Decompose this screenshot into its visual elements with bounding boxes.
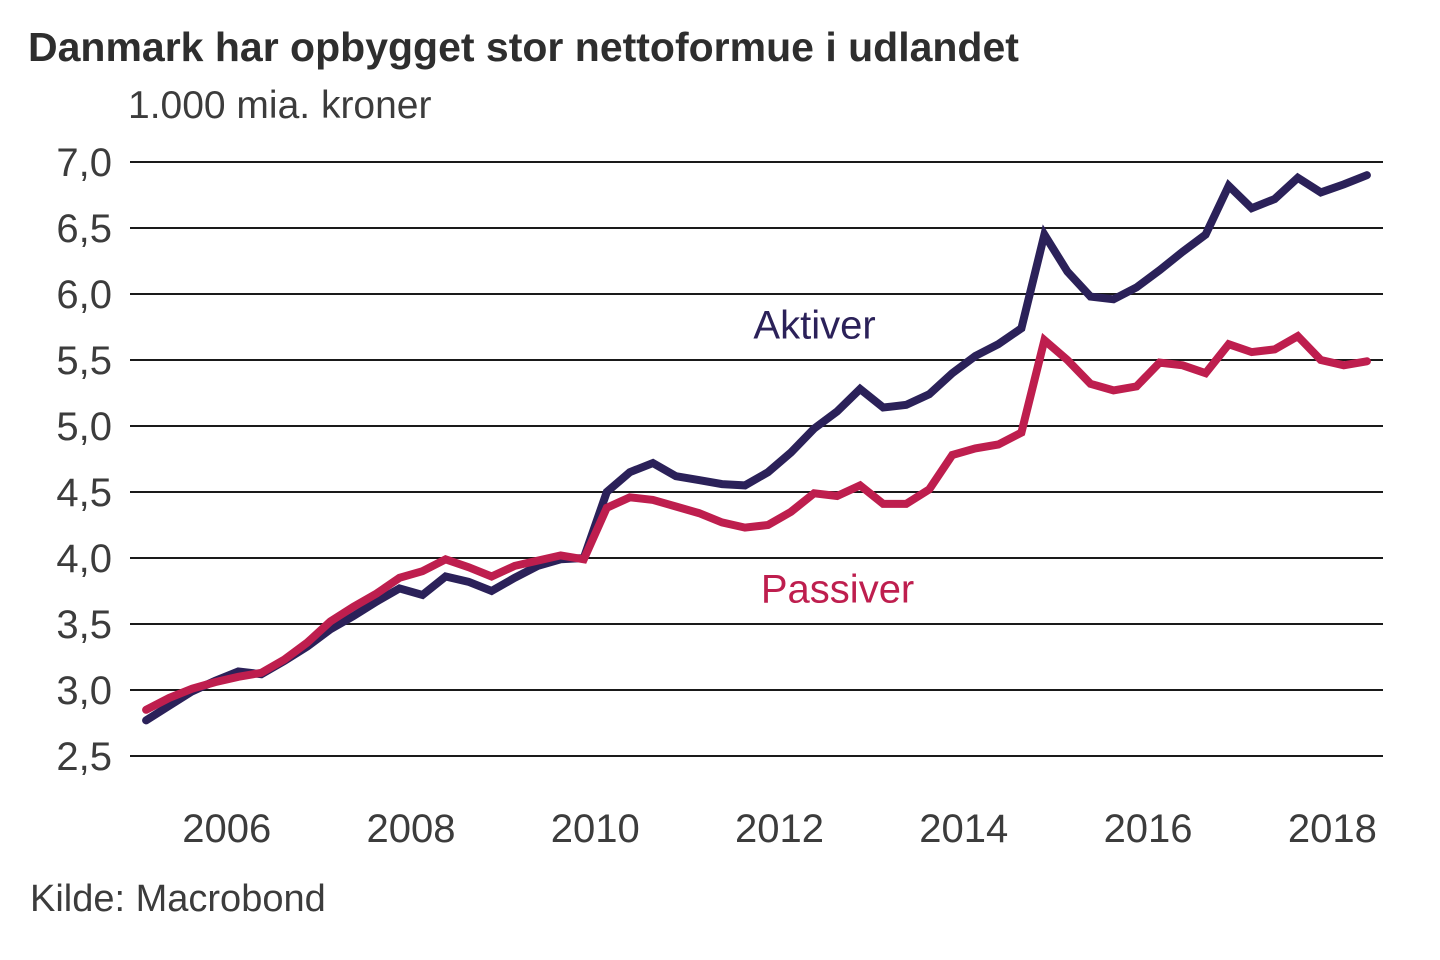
x-tick-label: 2006 <box>182 807 271 851</box>
y-tick-label: 5,0 <box>56 405 112 449</box>
source-note: Kilde: Macrobond <box>30 878 326 920</box>
y-tick-label: 4,5 <box>56 471 112 515</box>
y-axis-tick-labels: 7,0 6,5 6,0 5,5 5,0 4,5 4,0 3,5 3,0 2,5 <box>56 141 112 779</box>
y-tick-label: 3,5 <box>56 603 112 647</box>
x-tick-label: 2010 <box>551 807 640 851</box>
x-tick-label: 2018 <box>1288 807 1377 851</box>
y-tick-label: 6,0 <box>56 273 112 317</box>
aktiver-line <box>142 171 1371 725</box>
x-tick-label: 2012 <box>735 807 824 851</box>
passiver-series-label: Passiver <box>761 567 914 611</box>
gridlines <box>130 161 1383 757</box>
series-lines <box>142 171 1371 725</box>
y-tick-label: 4,0 <box>56 537 112 581</box>
chart-title: Danmark har opbygget stor nettoformue i … <box>28 24 1019 70</box>
passiver-line <box>142 331 1371 714</box>
y-tick-label: 5,5 <box>56 339 112 383</box>
chart-subtitle: 1.000 mia. kroner <box>128 84 432 127</box>
aktiver-series-label: Aktiver <box>753 303 875 347</box>
x-axis-tick-labels: 2006 2008 2010 2012 2014 2016 2018 <box>182 807 1377 851</box>
y-tick-label: 2,5 <box>56 735 112 779</box>
x-tick-label: 2014 <box>919 807 1008 851</box>
series-annotations: Aktiver Passiver <box>753 303 914 611</box>
y-tick-label: 6,5 <box>56 207 112 251</box>
y-tick-label: 3,0 <box>56 669 112 713</box>
y-tick-label: 7,0 <box>56 141 112 185</box>
x-tick-label: 2016 <box>1104 807 1193 851</box>
x-tick-label: 2008 <box>367 807 456 851</box>
